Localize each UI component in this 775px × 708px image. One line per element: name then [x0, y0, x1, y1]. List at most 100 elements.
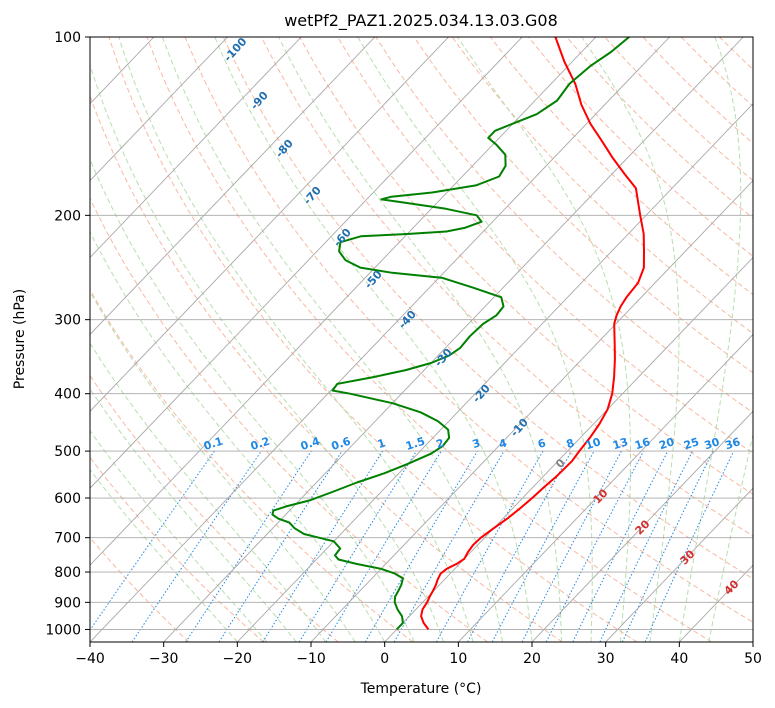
mixing-ratio-label: 0.6 [330, 434, 353, 452]
x-tick-label: 10 [449, 651, 467, 667]
isotherm-line [90, 37, 670, 642]
x-tick-label: 0 [380, 651, 389, 667]
chart-title: wetPf2_PAZ1.2025.034.13.03.G08 [284, 11, 558, 31]
dry-adiabat-line [489, 37, 753, 296]
mixing-ratio-line [572, 450, 669, 642]
dry-adiabat-line [90, 197, 488, 642]
mixing-ratio-line [467, 450, 572, 642]
mixing-ratio-label: 8 [565, 436, 576, 451]
dry-adiabat-line [757, 37, 775, 642]
dry-adiabat-line [222, 37, 753, 580]
dewpoint-profile-line [271, 37, 630, 631]
dry-adiabat-line [375, 37, 753, 414]
grid-lines [0, 37, 753, 642]
mixing-ratio-line [545, 450, 645, 642]
mixing-ratio-label: 10 [584, 435, 603, 452]
mixing-ratio-label: 13 [611, 435, 630, 452]
moist-adiabat-line [678, 37, 742, 642]
y-tick-label: 100 [54, 30, 81, 46]
plot-frame [89, 36, 754, 643]
mixing-ratio-label: 3 [471, 436, 482, 451]
x-tick-label: 40 [670, 651, 688, 667]
overlay-labels: -100-90-80-70-60-50-40-30-20-100.1 0.2 0.4… [202, 37, 742, 598]
mixing-ratio-label: 2 [434, 436, 445, 451]
dry-adiabat-label: -40 [396, 308, 419, 332]
isotherm-line [237, 103, 753, 642]
dry-adiabat-line [108, 37, 638, 642]
y-tick-label: 900 [54, 595, 81, 611]
mixing-ratio-label: 1 [376, 436, 387, 451]
isotherm-line [605, 487, 753, 642]
isotherm-line [90, 37, 376, 336]
dry-adiabat-line [90, 288, 414, 642]
dry-adiabat-label: -10 [508, 416, 531, 440]
mixing-ratio-line [218, 450, 343, 642]
dry-adiabat-line [299, 37, 753, 495]
y-tick-label: 1000 [45, 622, 81, 638]
mixing-ratio-label: 16 [633, 435, 652, 452]
moist-adiabat-line [581, 37, 680, 642]
isotherm-line [163, 37, 744, 642]
mixing-ratio-label: 0.4 [299, 434, 322, 452]
moist-adiabat-line [90, 63, 445, 642]
moist-adiabat-line [278, 37, 562, 642]
y-axis-title: Pressure (hPa) [12, 289, 28, 389]
isotherm-line [752, 641, 753, 642]
isotherm-line [90, 37, 523, 489]
x-tick-label: 30 [597, 651, 615, 667]
dry-adiabat-line [184, 37, 753, 623]
isotherm-line [90, 37, 228, 182]
background-lines [90, 37, 775, 642]
mixing-ratio-line [393, 450, 505, 642]
mixing-ratio-line [131, 450, 262, 642]
moist-adiabat-line [161, 37, 503, 642]
isotherm-line [458, 333, 753, 642]
moist-adiabat-line [90, 342, 327, 642]
mixing-ratio-line [298, 450, 417, 642]
mixing-ratio-label: 0.1 [202, 435, 225, 453]
dry-adiabat-line [146, 37, 712, 642]
isotherm-line [90, 37, 302, 259]
isotherm-line [384, 256, 753, 642]
isotherm-line [310, 179, 753, 642]
moist-adiabat-line [90, 388, 297, 642]
mixing-ratio-label: 0.2 [249, 435, 272, 453]
dry-adiabat-line [90, 94, 563, 642]
moist-adiabat-line [708, 432, 753, 642]
mixing-ratio-line [521, 450, 622, 642]
mixing-ratio-label: 20 [657, 435, 676, 452]
mixing-ratio-label: 1.5 [404, 435, 427, 453]
dry-adiabat-line [90, 536, 190, 642]
dry-adiabat-label: -30 [432, 346, 455, 370]
y-tick-label: 600 [54, 491, 81, 507]
x-tick-label: −10 [296, 651, 326, 667]
isotherm-line [90, 37, 597, 566]
mixing-ratio-label: 6 [536, 436, 548, 451]
moist-adiabat-line [90, 290, 356, 642]
mixing-ratio-label: 36 [723, 435, 742, 452]
isotherm-line [531, 410, 753, 642]
mixing-ratio-label: 30 [703, 435, 722, 452]
isotherm-line [0, 37, 7, 642]
moist-adiabat-line [457, 37, 631, 642]
isotherm-line [90, 37, 449, 412]
dry-adiabat-line [90, 456, 264, 642]
mixing-ratio-line [90, 450, 215, 631]
temperature-profile-line [420, 37, 645, 630]
dry-adiabat-line [451, 37, 753, 335]
mixing-ratio-label: 25 [682, 435, 701, 452]
y-tick-label: 500 [54, 444, 81, 460]
mixing-ratio-line [325, 450, 442, 642]
x-tick-label: −20 [223, 651, 253, 667]
mixing-ratio-line [621, 450, 714, 642]
dry-adiabat-line [337, 37, 753, 454]
moist-adiabat-line [118, 37, 474, 642]
x-axis-title: Temperature (°C) [360, 681, 482, 697]
mixing-ratio-label: 4 [497, 436, 509, 451]
mixing-ratio-line [185, 450, 312, 642]
mixing-ratio-line [435, 450, 544, 642]
dry-adiabat-label: -90 [248, 89, 271, 113]
moist-adiabat-line [90, 468, 238, 642]
y-tick-label: 800 [54, 565, 81, 581]
